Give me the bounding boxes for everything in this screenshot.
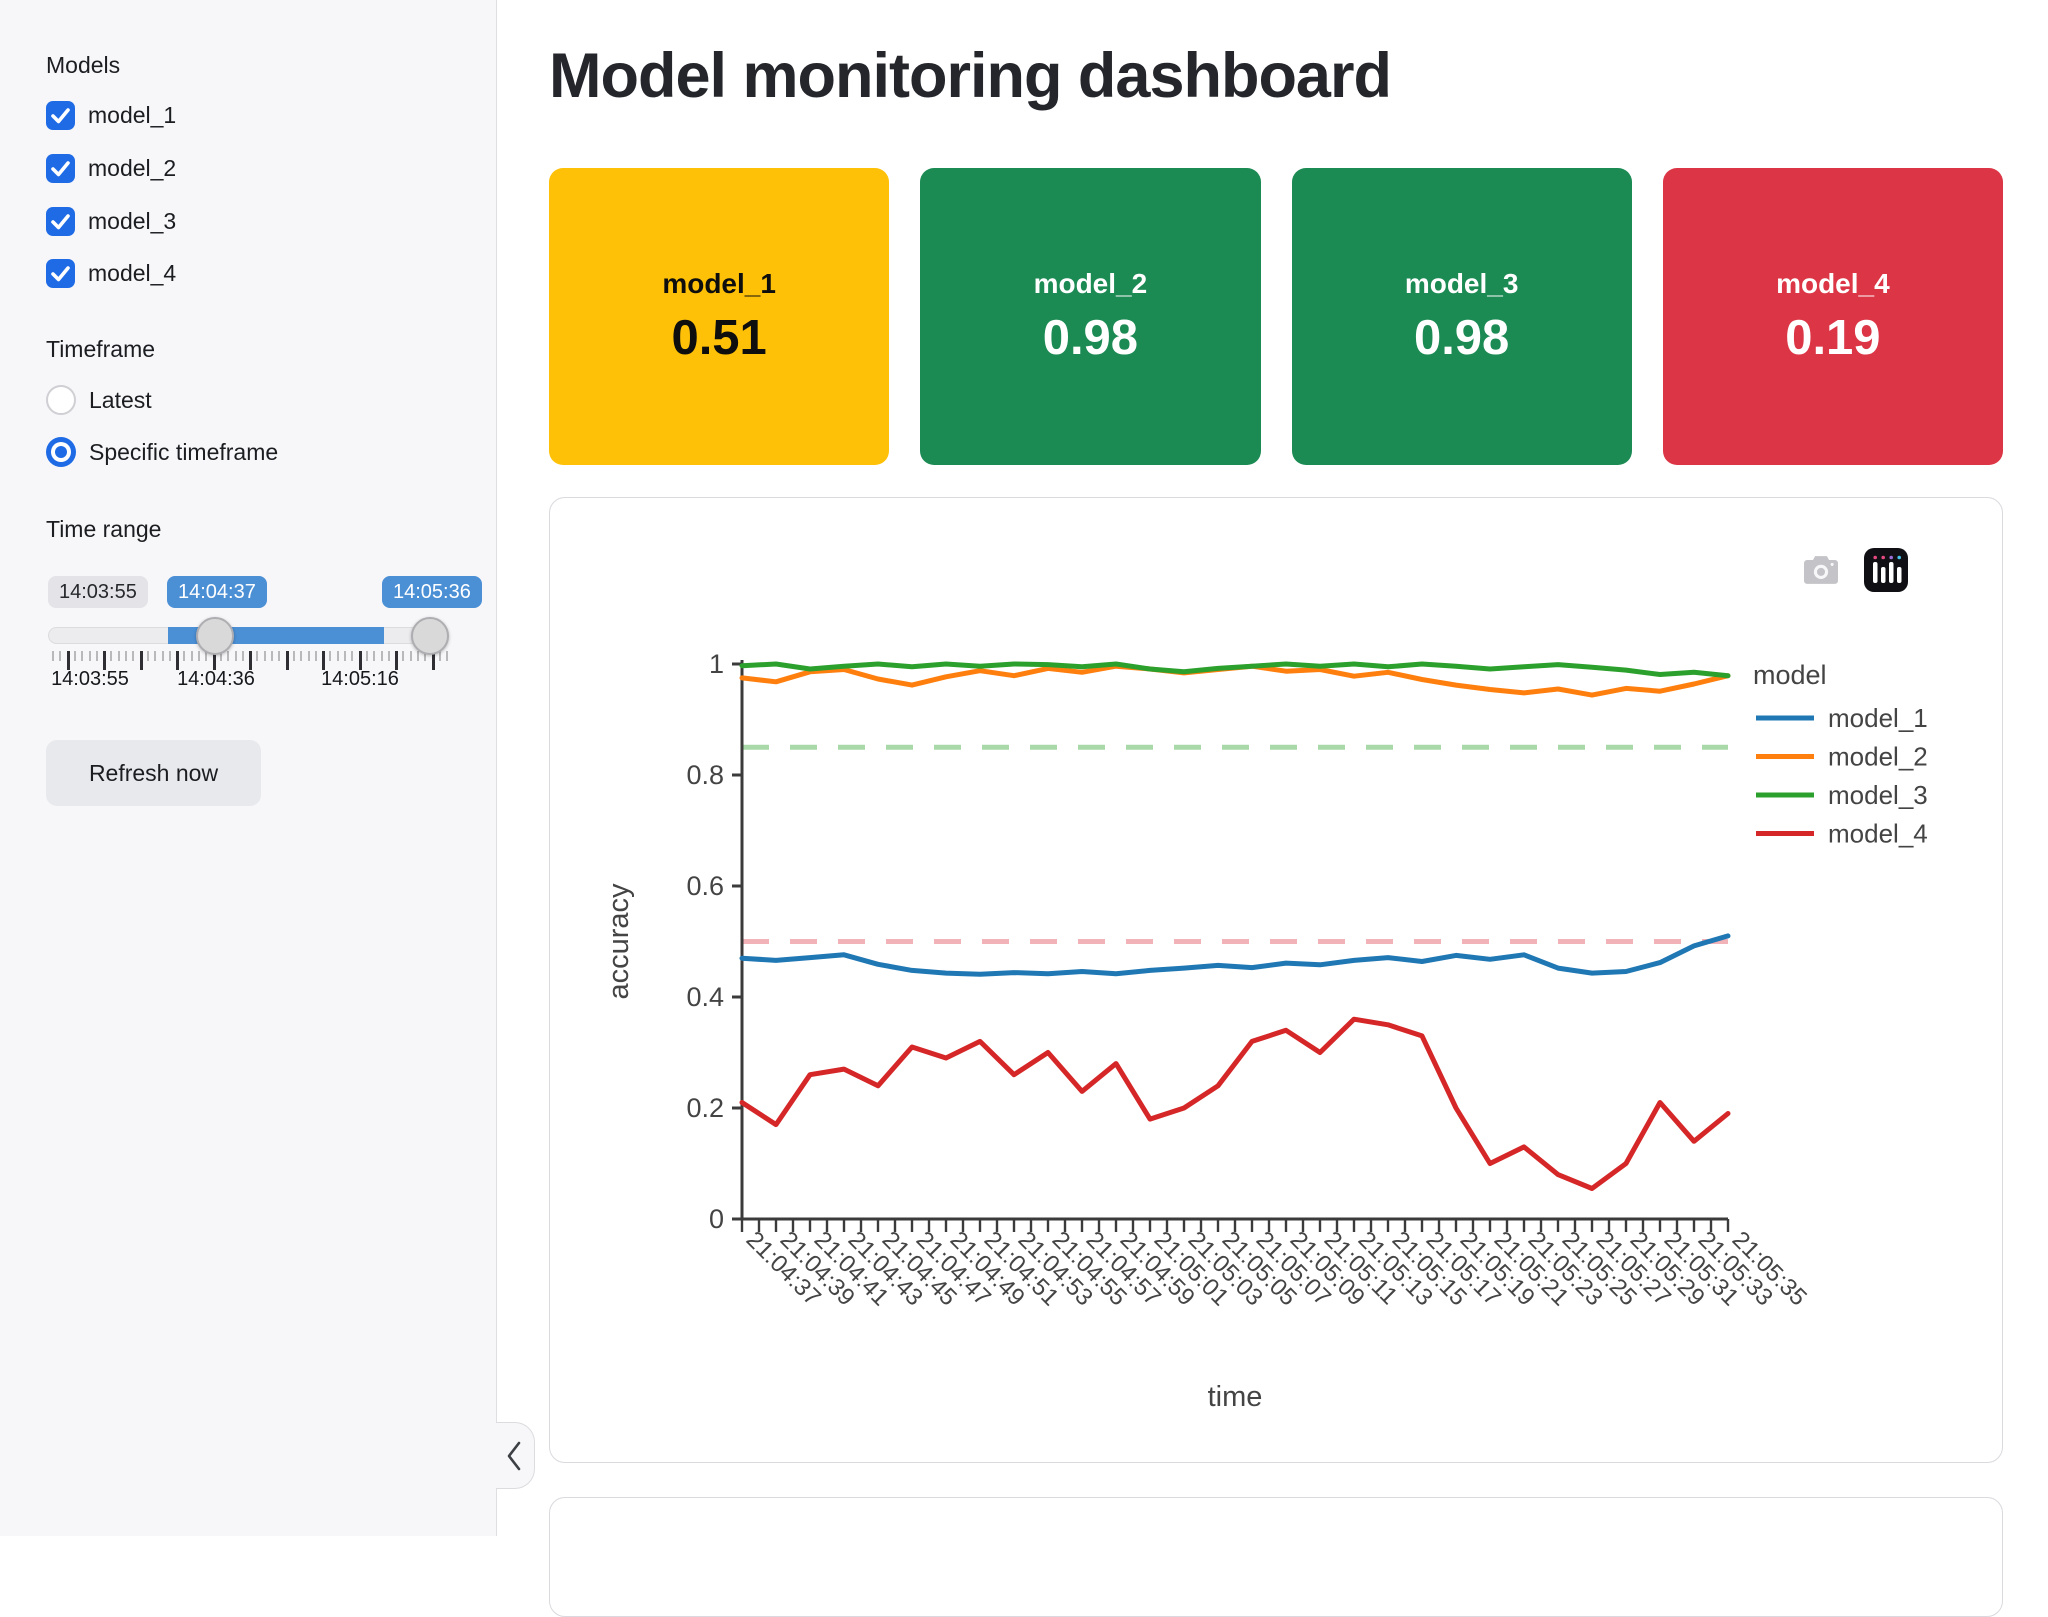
x-axis-title: time bbox=[1208, 1381, 1263, 1413]
svg-text:model_4: model_4 bbox=[1828, 819, 1928, 849]
y-tick-label: 1 bbox=[709, 649, 724, 679]
slider-handle-end[interactable] bbox=[411, 617, 449, 655]
slider-start-value: 14:04:37 bbox=[167, 576, 267, 608]
checkbox-checked-icon[interactable] bbox=[46, 258, 75, 288]
slider-axis-label: 14:03:55 bbox=[51, 668, 129, 690]
y-tick-label: 0 bbox=[709, 1204, 724, 1234]
checkbox-checked-icon[interactable] bbox=[46, 206, 75, 236]
metric-value: 0.98 bbox=[1042, 310, 1139, 365]
y-tick-label: 0.8 bbox=[686, 760, 724, 790]
metric-label: model_1 bbox=[662, 267, 776, 299]
metric-label: model_4 bbox=[1776, 267, 1890, 299]
y-tick-label: 0.4 bbox=[686, 982, 724, 1012]
checkbox-label: model_1 bbox=[88, 101, 177, 128]
y-tick-label: 0.2 bbox=[686, 1093, 724, 1123]
y-axis-title: accuracy bbox=[603, 883, 635, 1000]
metric-card-model-3: model_3 0.98 bbox=[1291, 168, 1632, 465]
checkbox-checked-icon[interactable] bbox=[46, 100, 75, 130]
metric-card-model-2: model_2 0.98 bbox=[920, 168, 1261, 465]
series-line-model_4 bbox=[739, 1016, 1731, 1191]
svg-text:model_1: model_1 bbox=[1828, 703, 1928, 733]
metric-card-model-4: model_4 0.19 bbox=[1662, 168, 2003, 465]
legend-item-model_1[interactable]: model_1 bbox=[1756, 703, 1928, 733]
radio-label: Latest bbox=[89, 386, 152, 413]
radio-label: Specific timeframe bbox=[89, 438, 279, 465]
checkbox-label: model_4 bbox=[88, 259, 177, 286]
accuracy-line-chart: 00.20.40.60.8121:04:3721:04:3921:04:4121… bbox=[603, 649, 1928, 1413]
legend-title: model bbox=[1753, 660, 1827, 690]
accuracy-chart-panel: 0 0.2 0.4 0.6 0.8 1 21:04:37 21:04:39 21:04:41 21… bbox=[549, 497, 2003, 1463]
sidebar: Models model_1 model_2 model_3 model_4 T… bbox=[0, 0, 497, 1536]
checkbox-model-1[interactable]: model_1 bbox=[46, 99, 176, 131]
legend-item-model_4[interactable]: model_4 bbox=[1756, 819, 1928, 849]
metric-value: 0.19 bbox=[1785, 310, 1881, 365]
main-content: Model monitoring dashboard model_1 0.51 … bbox=[497, 0, 2048, 1617]
checkbox-checked-icon[interactable] bbox=[46, 153, 75, 183]
radio-specific-timeframe[interactable]: Specific timeframe bbox=[46, 436, 278, 468]
refresh-now-button[interactable]: Refresh now bbox=[46, 740, 261, 806]
series-line-model_1 bbox=[739, 933, 1731, 977]
metric-label: model_3 bbox=[1404, 267, 1519, 299]
metric-cards-row: model_1 0.51 model_2 0.98 model_3 0.98 m… bbox=[549, 168, 2003, 465]
slider-axis-label: 14:04:36 bbox=[177, 668, 255, 690]
legend-item-model_3[interactable]: model_3 bbox=[1756, 780, 1928, 810]
svg-text:model_3: model_3 bbox=[1828, 780, 1928, 810]
timeframe-heading: Timeframe bbox=[46, 336, 156, 362]
checkbox-model-4[interactable]: model_4 bbox=[46, 257, 176, 289]
y-tick-label: 0.6 bbox=[686, 871, 724, 901]
checkbox-label: model_3 bbox=[88, 207, 177, 234]
checkbox-label: model_2 bbox=[88, 154, 177, 181]
metric-value: 0.98 bbox=[1413, 310, 1510, 365]
next-section-panel bbox=[549, 1497, 2003, 1617]
radio-latest[interactable]: Latest bbox=[46, 384, 152, 416]
metric-value: 0.51 bbox=[671, 310, 767, 365]
checkbox-model-2[interactable]: model_2 bbox=[46, 152, 176, 184]
slider-handle-start[interactable] bbox=[196, 617, 234, 655]
models-heading: Models bbox=[46, 52, 121, 78]
plotly-modebar bbox=[1802, 548, 1908, 597]
camera-icon[interactable] bbox=[1802, 553, 1840, 592]
radio-unselected-icon[interactable] bbox=[46, 385, 76, 415]
series-line-model_3 bbox=[739, 661, 1731, 679]
series-line-model_2 bbox=[739, 663, 1731, 698]
page-title: Model monitoring dashboard bbox=[549, 41, 1392, 111]
legend-item-model_2[interactable]: model_2 bbox=[1756, 742, 1928, 772]
metric-card-model-1: model_1 0.51 bbox=[549, 168, 890, 465]
plotly-logo-icon[interactable] bbox=[1864, 548, 1908, 597]
slider-min-value: 14:03:55 bbox=[48, 576, 148, 608]
radio-selected-icon[interactable] bbox=[46, 437, 76, 467]
range-slider-track[interactable] bbox=[48, 627, 448, 644]
sidebar-collapse-button[interactable] bbox=[496, 1422, 535, 1489]
slider-end-value: 14:05:36 bbox=[382, 576, 482, 608]
svg-text:model_2: model_2 bbox=[1828, 742, 1928, 772]
checkbox-model-3[interactable]: model_3 bbox=[46, 205, 176, 237]
time-range-heading: Time range bbox=[46, 516, 162, 542]
chevron-left-icon bbox=[507, 1441, 521, 1470]
metric-label: model_2 bbox=[1033, 267, 1148, 299]
slider-axis-label: 14:05:16 bbox=[321, 668, 399, 690]
